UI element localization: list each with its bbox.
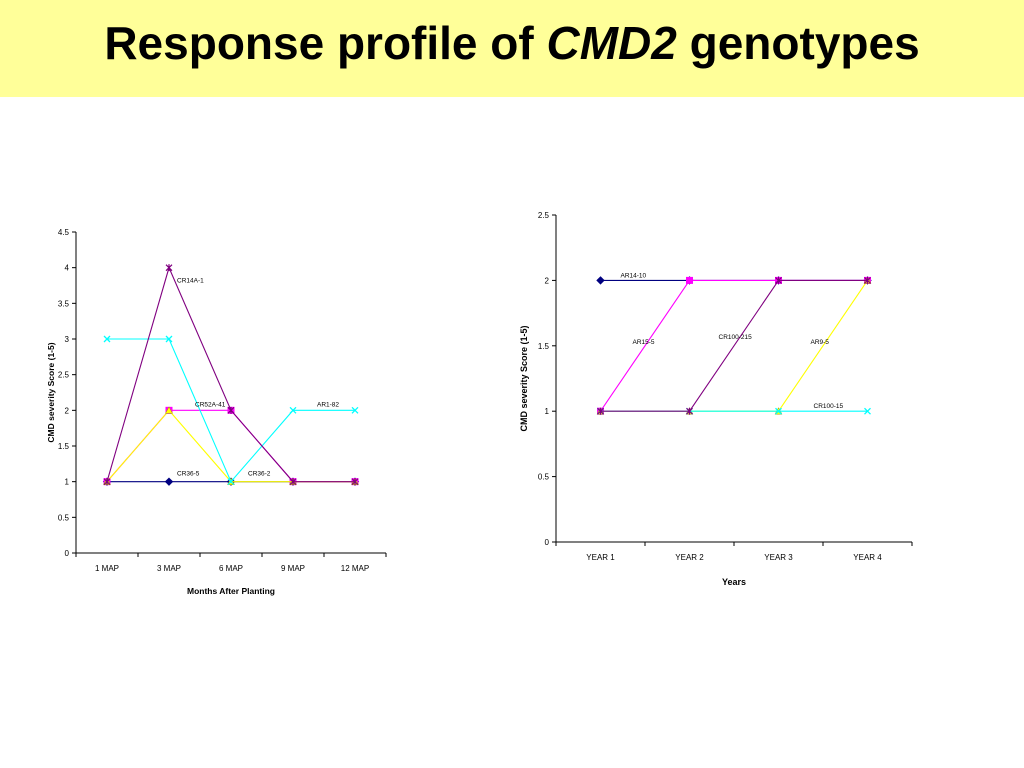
series-label-cr100-15: CR100-15 — [814, 403, 844, 410]
x-axis-label: Months After Planting — [187, 586, 275, 596]
title-prefix: Response profile of — [104, 17, 547, 69]
x-tick-label: 9 MAP — [281, 564, 305, 573]
data-point-cr14a-1 — [227, 406, 235, 414]
data-point-cr100-15 — [775, 407, 782, 415]
series-label-cr36-5: CR36-5 — [177, 471, 200, 478]
y-tick-label: 2 — [65, 406, 70, 415]
y-tick-label: 0 — [65, 549, 70, 558]
x-tick-label: YEAR 4 — [853, 553, 882, 562]
x-tick-label: YEAR 3 — [764, 553, 793, 562]
data-point-cr36-5 — [164, 477, 174, 486]
y-tick-label: 3.5 — [58, 299, 70, 308]
series-label-ar14-10: AR14-10 — [621, 272, 647, 279]
x-tick-label: 3 MAP — [157, 564, 181, 573]
series-label-cr36-2: CR36-2 — [248, 471, 271, 478]
series-line-cr100-215 — [600, 279, 868, 412]
x-axis-label: Years — [722, 577, 746, 587]
data-point-cr100-15 — [864, 407, 871, 415]
series-cr100-215 — [597, 276, 871, 415]
data-point-ar1-82 — [103, 335, 111, 343]
y-axis-label: CMD severity Score (1-5) — [46, 342, 56, 442]
data-point-ar14-10 — [596, 276, 605, 285]
x-tick-label: YEAR 1 — [586, 553, 615, 562]
y-tick-label: 2.5 — [58, 371, 70, 380]
y-tick-label: 2.5 — [538, 211, 550, 220]
data-point-cr14a-1 — [289, 478, 297, 486]
y-tick-label: 0 — [545, 538, 550, 547]
series-label-ar15-5: AR15-5 — [633, 339, 655, 346]
x-tick-label: 6 MAP — [219, 564, 243, 573]
y-tick-label: 1.5 — [538, 342, 550, 351]
series-label-cr100-215: CR100-215 — [719, 334, 753, 341]
y-tick-label: 2 — [545, 276, 550, 285]
y-tick-label: 1 — [545, 407, 550, 416]
series-label-cr52a-41: CR52A-41 — [195, 401, 226, 408]
series-label-ar9-5: AR9-5 — [811, 339, 830, 346]
data-point-cr14a-1 — [103, 478, 111, 486]
series-label-cr14a-1: CR14A-1 — [177, 278, 204, 285]
data-point-cr100-215 — [686, 407, 693, 415]
series-label-ar1-82: AR1-82 — [317, 401, 339, 408]
title-banner — [0, 0, 1024, 97]
data-point-ar1-82 — [289, 406, 297, 414]
x-tick-label: YEAR 2 — [675, 553, 704, 562]
data-point-cr36-2 — [165, 406, 173, 414]
y-tick-label: 3 — [65, 335, 70, 344]
slide-title: Response profile of CMD2 genotypes — [0, 16, 1024, 70]
y-tick-label: 1.5 — [58, 442, 70, 451]
data-point-cr14a-1 — [351, 478, 359, 486]
series-cr14a-1 — [103, 264, 359, 486]
x-tick-label: 12 MAP — [341, 564, 369, 573]
title-suffix: genotypes — [676, 17, 920, 69]
data-point-ar15-5 — [686, 276, 693, 284]
y-tick-label: 4 — [65, 264, 70, 273]
data-point-ar1-82 — [227, 478, 235, 486]
y-tick-label: 0.5 — [538, 473, 550, 482]
data-point-ar1-82 — [165, 335, 173, 343]
y-axis-label: CMD severity Score (1-5) — [519, 325, 529, 431]
data-point-cr100-215 — [864, 276, 871, 284]
data-point-cr100-215 — [775, 276, 782, 284]
data-point-cr100-215 — [597, 407, 604, 415]
data-point-cr14a-1 — [165, 264, 173, 272]
y-tick-label: 0.5 — [58, 513, 70, 522]
title-gene-name: CMD2 — [546, 17, 677, 69]
x-tick-label: 1 MAP — [95, 564, 119, 573]
data-point-ar1-82 — [351, 406, 359, 414]
y-tick-label: 4.5 — [58, 228, 70, 237]
y-tick-label: 1 — [65, 478, 70, 487]
